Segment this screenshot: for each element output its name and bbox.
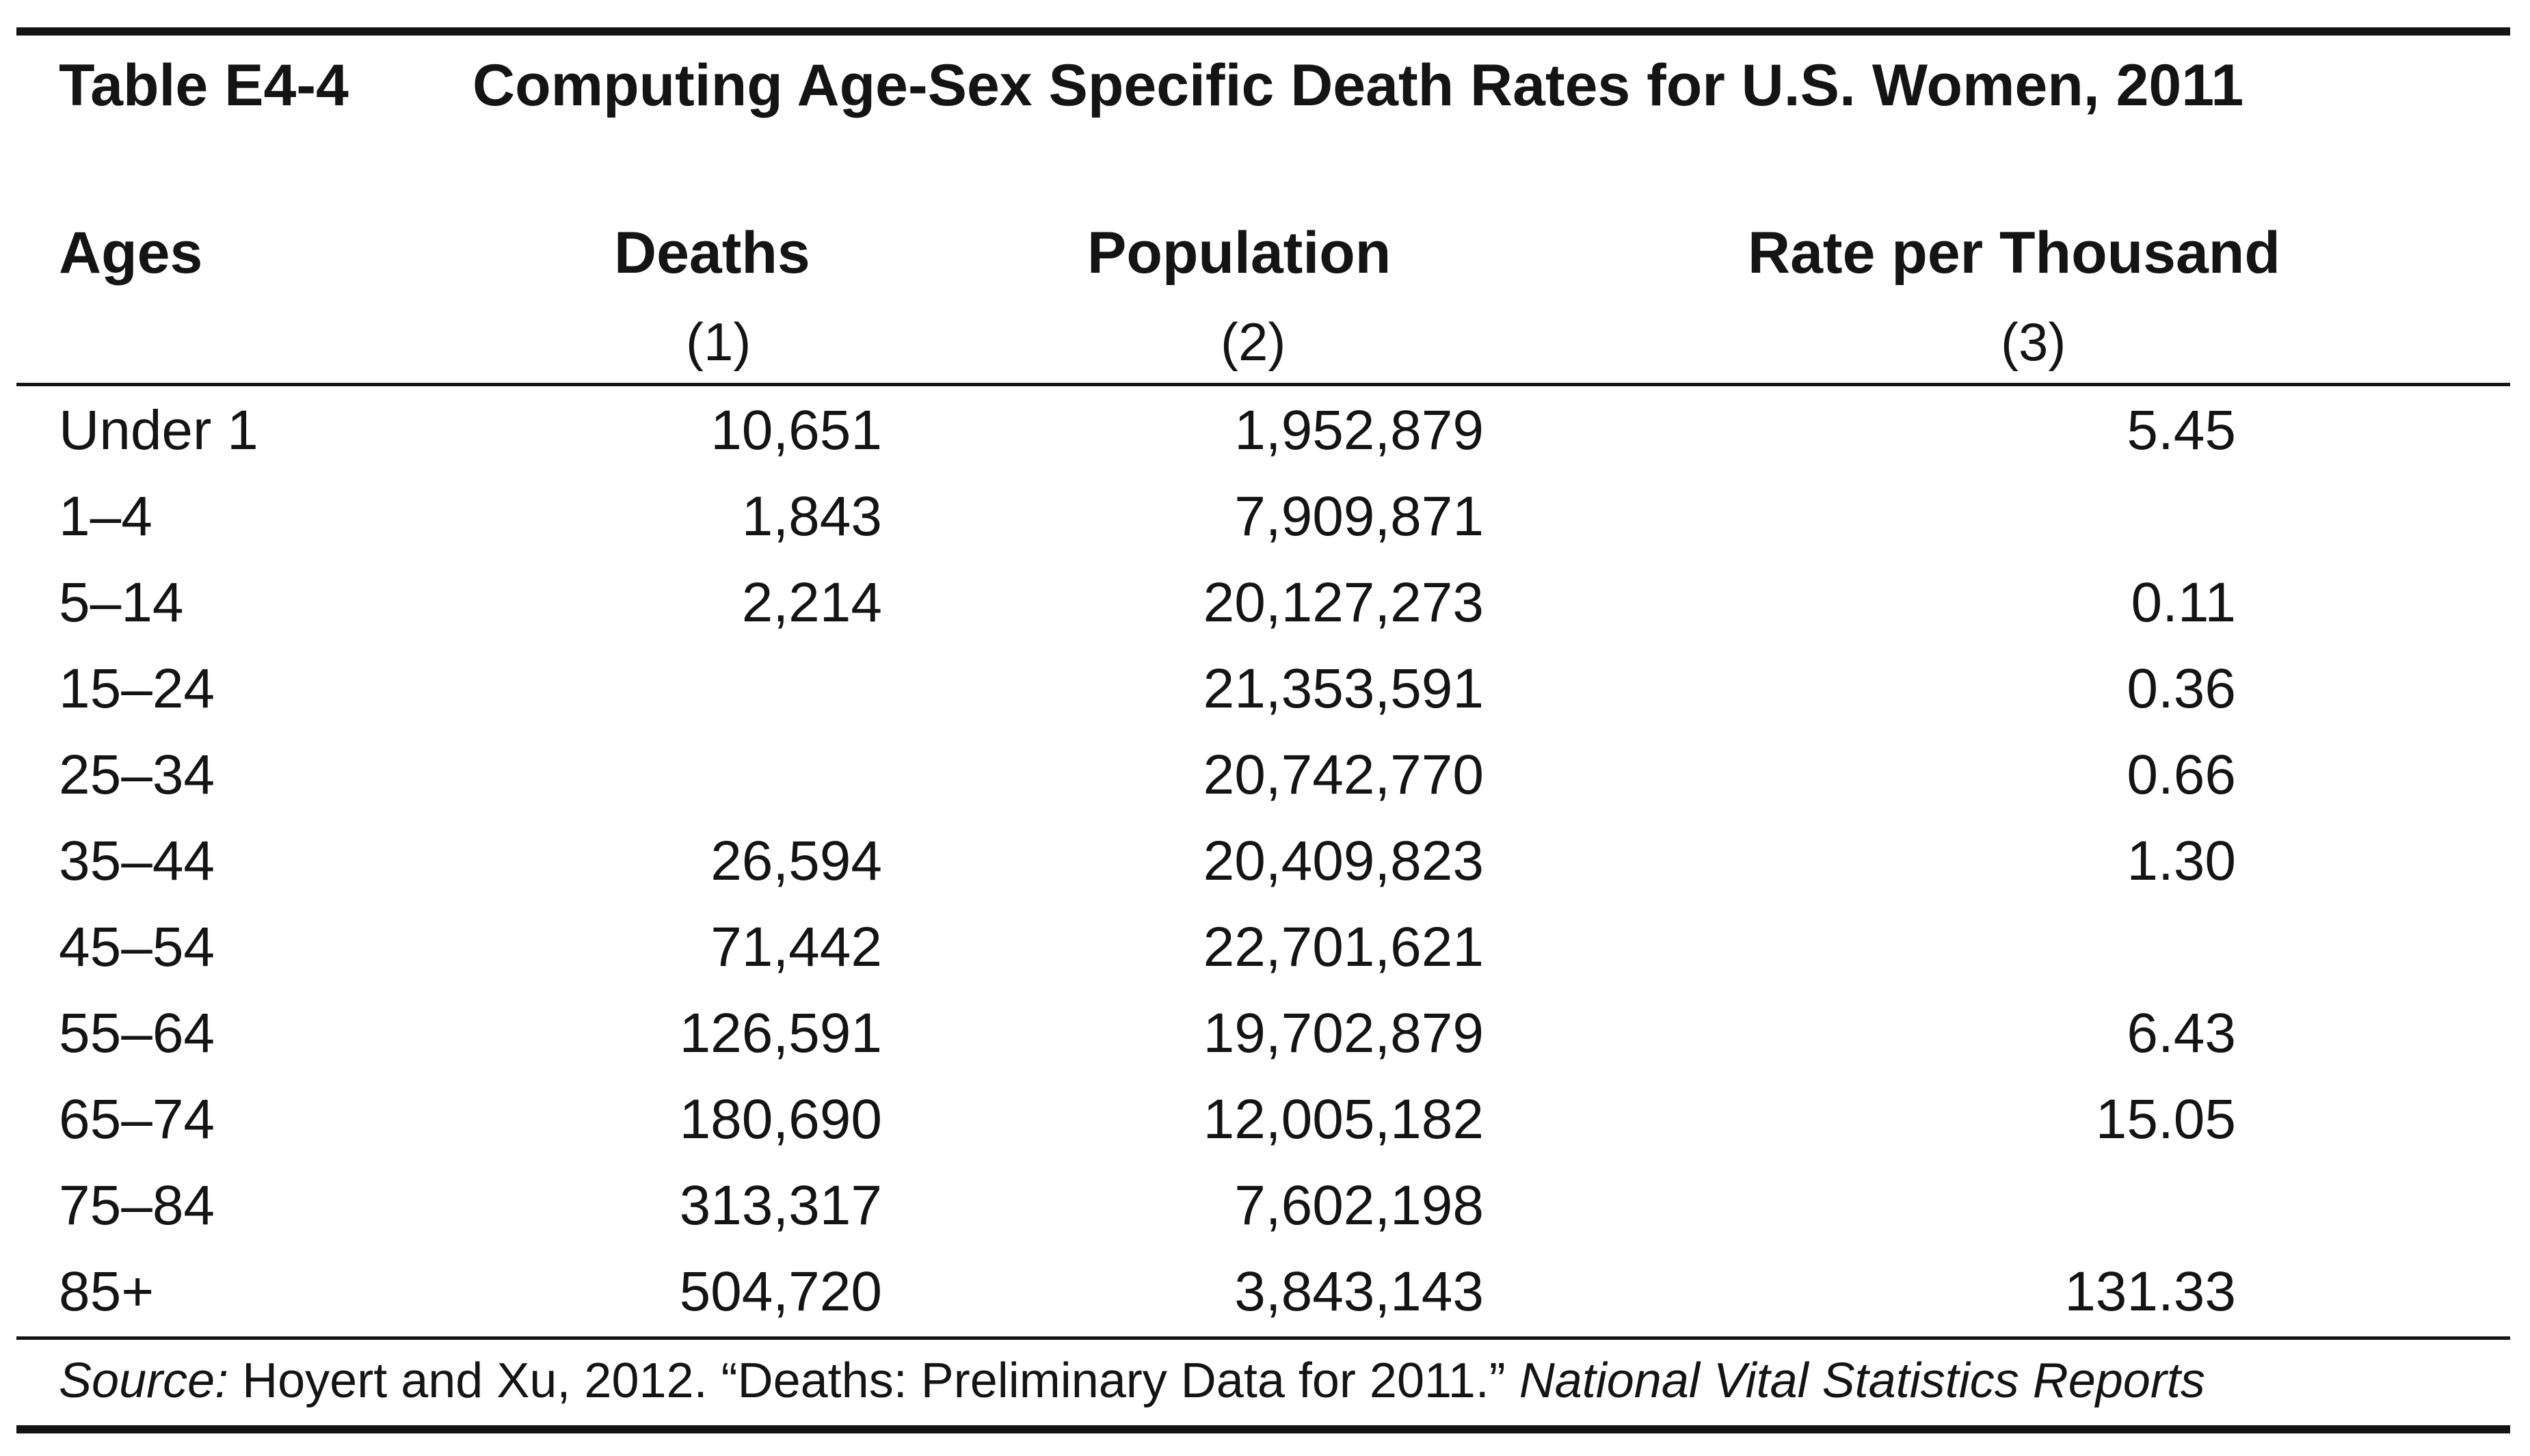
age-cell: 15–24 bbox=[59, 658, 215, 720]
table-body: Under 1 10,651 1,952,879 5.45 1–4 1,843 7,909,… bbox=[0, 393, 2530, 1340]
rate-cell: 0.36 bbox=[2127, 658, 2236, 720]
table-number: Table E4-4 bbox=[59, 53, 349, 118]
age-cell: 45–54 bbox=[59, 916, 215, 978]
table-row: 55–64 126,591 19,702,879 6.43 bbox=[0, 996, 2530, 1082]
population-cell: 20,127,273 bbox=[1203, 571, 1484, 634]
population-cell: 22,701,621 bbox=[1203, 916, 1484, 978]
top-rule bbox=[16, 27, 2510, 36]
age-cell: Under 1 bbox=[59, 399, 258, 461]
population-cell: 7,602,198 bbox=[1234, 1174, 1484, 1237]
deaths-cell: 180,690 bbox=[679, 1088, 882, 1150]
rate-cell: 6.43 bbox=[2127, 1002, 2236, 1064]
age-cell: 35–44 bbox=[59, 830, 215, 892]
source-note: Source: Hoyert and Xu, 2012. “Deaths: Pr… bbox=[59, 1350, 2205, 1412]
column-number-population: (2) bbox=[1221, 312, 1286, 372]
population-cell: 12,005,182 bbox=[1203, 1088, 1484, 1150]
column-header-ages: Ages bbox=[59, 220, 203, 286]
deaths-cell: 504,720 bbox=[679, 1260, 882, 1323]
deaths-cell: 10,651 bbox=[710, 399, 882, 461]
table-row: 15–24 21,353,591 0.36 bbox=[0, 651, 2530, 738]
table-row: 25–34 20,742,770 0.66 bbox=[0, 738, 2530, 824]
source-text: Hoyert and Xu, 2012. “Deaths: Preliminar… bbox=[228, 1353, 1519, 1408]
table-title: Computing Age-Sex Specific Death Rates f… bbox=[472, 53, 2244, 118]
rate-cell: 0.66 bbox=[2127, 744, 2236, 806]
deaths-cell: 71,442 bbox=[710, 916, 882, 978]
column-header-rate: Rate per Thousand bbox=[1748, 220, 2280, 286]
rate-cell: 15.05 bbox=[2095, 1088, 2236, 1150]
population-cell: 19,702,879 bbox=[1203, 1002, 1484, 1064]
deaths-cell: 1,843 bbox=[741, 485, 882, 548]
table-row: 75–84 313,317 7,602,198 bbox=[0, 1168, 2530, 1254]
population-cell: 1,952,879 bbox=[1234, 399, 1484, 461]
column-number-deaths: (1) bbox=[686, 312, 751, 372]
bottom-rule bbox=[16, 1425, 2510, 1433]
source-publication: National Vital Statistics Reports bbox=[1519, 1353, 2205, 1408]
rate-cell: 131.33 bbox=[2064, 1260, 2236, 1323]
table-row: 35–44 26,594 20,409,823 1.30 bbox=[0, 824, 2530, 910]
rate-cell: 5.45 bbox=[2127, 399, 2236, 461]
table-row: 65–74 180,690 12,005,182 15.05 bbox=[0, 1082, 2530, 1168]
deaths-cell: 2,214 bbox=[741, 571, 882, 634]
population-cell: 7,909,871 bbox=[1234, 485, 1484, 548]
table-row: 1–4 1,843 7,909,871 bbox=[0, 479, 2530, 565]
deaths-cell: 313,317 bbox=[679, 1174, 882, 1237]
header-rule bbox=[16, 383, 2510, 386]
rate-cell: 1.30 bbox=[2127, 830, 2236, 892]
age-cell: 85+ bbox=[59, 1260, 155, 1323]
rate-cell: 0.11 bbox=[2131, 571, 2236, 634]
table-row: Under 1 10,651 1,952,879 5.45 bbox=[0, 393, 2530, 479]
age-cell: 1–4 bbox=[59, 485, 152, 548]
table-row: 5–14 2,214 20,127,273 0.11 bbox=[0, 565, 2530, 651]
population-cell: 3,843,143 bbox=[1234, 1260, 1484, 1323]
deaths-cell: 26,594 bbox=[710, 830, 882, 892]
table-row: 45–54 71,442 22,701,621 bbox=[0, 910, 2530, 996]
source-label: Source: bbox=[59, 1353, 229, 1408]
population-cell: 21,353,591 bbox=[1203, 658, 1484, 720]
column-number-rate: (3) bbox=[2001, 312, 2066, 372]
age-cell: 65–74 bbox=[59, 1088, 215, 1150]
population-cell: 20,409,823 bbox=[1203, 830, 1484, 892]
age-cell: 55–64 bbox=[59, 1002, 215, 1064]
footer-rule bbox=[16, 1336, 2510, 1340]
age-cell: 5–14 bbox=[59, 571, 184, 634]
table-row: 85+ 504,720 3,843,143 131.33 bbox=[0, 1254, 2530, 1340]
age-cell: 25–34 bbox=[59, 744, 215, 806]
column-header-population: Population bbox=[1087, 220, 1392, 286]
column-header-deaths: Deaths bbox=[614, 220, 810, 286]
population-cell: 20,742,770 bbox=[1203, 744, 1484, 806]
age-cell: 75–84 bbox=[59, 1174, 215, 1237]
deaths-cell: 126,591 bbox=[679, 1002, 882, 1064]
